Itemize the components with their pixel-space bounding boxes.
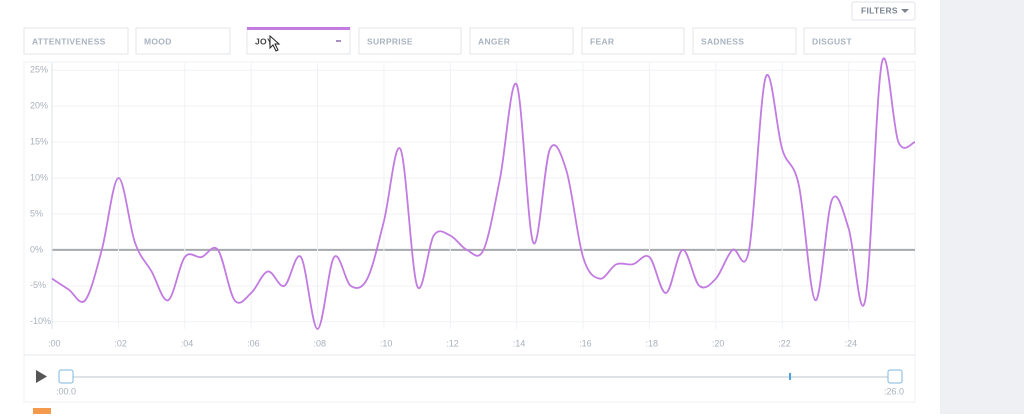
tab-label: SADNESS xyxy=(701,36,744,46)
x-tick-label: :04 xyxy=(181,338,194,348)
tab-label: SURPRISE xyxy=(367,36,413,46)
tab[interactable] xyxy=(803,27,916,55)
tab[interactable] xyxy=(23,27,129,55)
y-tick-label: 25% xyxy=(30,65,48,75)
y-tick-label: 20% xyxy=(30,101,48,111)
tab-label: ATTENTIVENESS xyxy=(32,36,106,46)
tab[interactable] xyxy=(135,27,231,55)
tab-label: DISGUST xyxy=(812,36,852,46)
x-tick-label: :00 xyxy=(48,338,61,348)
joy-line xyxy=(51,57,916,330)
x-tick-label: :16 xyxy=(579,338,592,348)
y-tick-label: 15% xyxy=(30,136,48,146)
x-tick-label: :20 xyxy=(712,338,725,348)
y-tick-label: -10% xyxy=(30,316,51,326)
tab-label: MOOD xyxy=(144,36,172,46)
x-tick-label: :14 xyxy=(513,338,526,348)
x-tick-label: :08 xyxy=(314,338,327,348)
tab[interactable] xyxy=(469,27,574,55)
play-button[interactable] xyxy=(36,370,47,383)
tab[interactable] xyxy=(581,27,685,55)
filters-button[interactable] xyxy=(851,1,916,21)
y-tick-label: 5% xyxy=(30,208,43,218)
x-tick-label: :10 xyxy=(380,338,393,348)
tab-label: JOY xyxy=(255,36,273,46)
x-tick-label: :24 xyxy=(845,338,858,348)
tab-label: ANGER xyxy=(478,36,510,46)
y-tick-label: -5% xyxy=(30,280,46,290)
tab-active-bar xyxy=(247,27,350,30)
y-tick-label: 0% xyxy=(30,244,43,254)
tab-label: FEAR xyxy=(590,36,614,46)
tab[interactable] xyxy=(692,27,797,55)
end-time: :26.0 xyxy=(884,386,904,396)
x-tick-label: :02 xyxy=(114,338,127,348)
tab[interactable] xyxy=(358,27,462,55)
dropdown-caret xyxy=(901,9,909,13)
chart-frame xyxy=(23,61,916,403)
side-panel xyxy=(940,0,1024,414)
y-tick-label: 10% xyxy=(30,172,48,182)
legend-swatch xyxy=(33,408,51,416)
x-tick-label: :18 xyxy=(645,338,658,348)
x-tick-label: :06 xyxy=(247,338,260,348)
x-tick-label: :12 xyxy=(446,338,459,348)
filters-label: FILTERS xyxy=(861,5,898,15)
end-handle[interactable] xyxy=(887,369,903,384)
start-handle[interactable] xyxy=(58,369,74,384)
cursor xyxy=(269,34,281,52)
x-tick-label: :22 xyxy=(778,338,791,348)
start-time: :00.0 xyxy=(56,386,76,396)
